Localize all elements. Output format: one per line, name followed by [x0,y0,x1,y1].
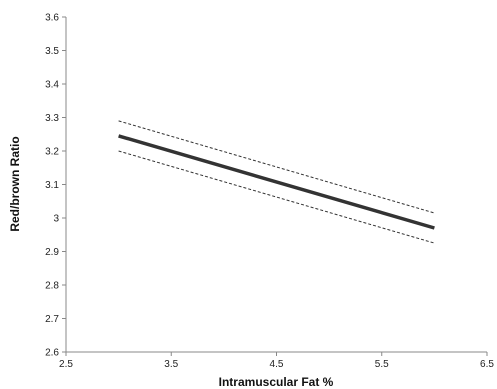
x-tick-label: 5.5 [375,359,389,370]
y-tick-label: 2.9 [45,247,59,258]
x-tick-label: 6.5 [480,359,494,370]
y-tick-label: 3.1 [45,180,59,191]
x-tick-label: 2.5 [59,359,73,370]
y-tick-label: 3.4 [45,80,59,91]
tick-labels: 2.6 2.7 2.8 2.9 3 3.1 3.2 3.3 3.4 3.5 3.6 2.5 3.5 4.5… [45,13,494,371]
lower-bound-line [118,150,435,244]
y-tick-label: 3.5 [45,46,59,57]
x-axis-title: Intramuscular Fat % [219,375,334,389]
y-tick-label: 3 [53,214,59,225]
y-tick-label: 3.6 [45,13,59,24]
y-axis-title: Red/brown Ratio [8,136,22,231]
x-tick-label: 4.5 [270,359,284,370]
fit-line [118,134,435,230]
y-tick-label: 2.7 [45,314,59,325]
y-tick-label: 2.8 [45,281,59,292]
y-tick-label: 3.2 [45,147,59,158]
axes [62,16,488,356]
y-tick-label: 2.6 [45,348,59,359]
plot-marks [118,120,435,244]
x-tick-label: 3.5 [164,359,178,370]
upper-bound-line [118,120,435,214]
y-tick-label: 3.3 [45,113,59,124]
